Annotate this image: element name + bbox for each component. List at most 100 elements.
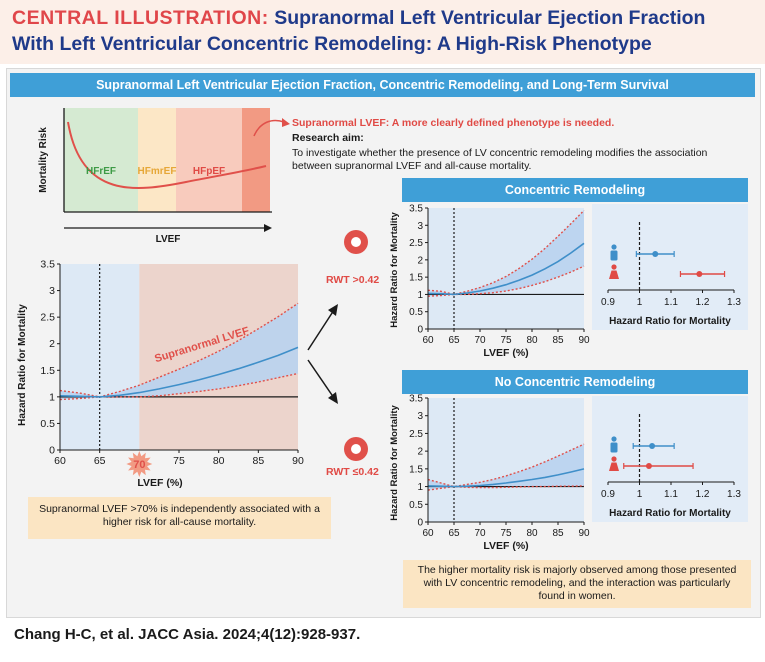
header-title-part1: Supranormal Left Ventricular Ejection Fr… (274, 7, 706, 29)
rwt-low-label: RWT ≤0.42 (326, 466, 379, 478)
concentric-forest-xtick-label: 1.1 (664, 297, 678, 308)
research-aim-line1: To investigate whether the presence of L… (292, 147, 708, 159)
no-concentric-ytick-label: 3.5 (409, 394, 423, 405)
no-concentric-hr-line (427, 468, 585, 488)
no-concentric-ytick-label: 3 (417, 411, 423, 422)
zone-label-hfpef: HFpEF (193, 166, 225, 177)
concentric-ytick-label: 2 (417, 255, 423, 266)
no-concentric-ytick-label: 0.5 (409, 500, 423, 511)
concentric-ytick-label: 0 (417, 325, 423, 336)
header-keyword: CENTRAL ILLUSTRATION: (12, 7, 269, 29)
no-concentric-xtick-label: 80 (526, 528, 538, 539)
concentric-ytick-label: 1.5 (409, 273, 423, 284)
concentric-xtick-label: 75 (500, 335, 512, 346)
no-concentric-upper-ci-line (427, 443, 585, 488)
no-concentric-xtick-label: 85 (552, 528, 564, 539)
no-concentric-forest-xtick-label: 1.1 (664, 489, 678, 500)
main-note: Supranormal LVEF >70% is independently a… (28, 497, 331, 539)
main-ytick-label: 0 (49, 445, 55, 457)
no-concentric-forest-xtick-label: 1.2 (696, 489, 710, 500)
zone-label-hfmref: HFmrEF (138, 166, 177, 177)
bottom-note-line1: The higher mortality risk is majorly obs… (417, 564, 737, 576)
main-ytick-label: 0.5 (40, 418, 55, 430)
rwt-high-ring-icon (344, 230, 368, 254)
concentric-forest-male-icon (610, 244, 618, 261)
concentric-ci-band (428, 210, 584, 297)
no-concentric-forest-point-men (649, 443, 656, 449)
no-concentric-ytick-label: 1 (417, 482, 423, 493)
concentric-forest-xtick-label: 0.9 (601, 297, 615, 308)
main-note-line1: Supranormal LVEF >70% is independently a… (39, 503, 320, 515)
concentric-ytick-label: 1 (417, 290, 423, 301)
concentric-forest-xlabel: Hazard Ratio for Mortality (609, 316, 731, 327)
lvef-arrow-head (264, 224, 272, 232)
header-title-line2: With Left Ventricular Concentric Remodel… (12, 33, 652, 55)
concentric-xtick-label: 90 (578, 335, 590, 346)
main-ytick-label: 3 (49, 285, 55, 297)
no-concentric-ylabel: Hazard Ratio for Mortality (389, 404, 400, 520)
concentric-forest-point-men (652, 251, 659, 257)
main-xtick-label: 60 (54, 455, 66, 467)
no-concentric-ytick-label: 0 (417, 518, 423, 529)
main-ytick-label: 3.5 (40, 259, 55, 271)
bottom-note: The higher mortality risk is majorly obs… (403, 560, 751, 608)
bottom-note-line2: with LV concentric remodeling, and the i… (423, 577, 731, 589)
concentric-ytick-label: 0.5 (409, 307, 423, 318)
research-headline: Supranormal LVEF: A more clearly defined… (292, 117, 615, 129)
concentric-hr-line (427, 242, 585, 296)
concentric-xtick-label: 65 (448, 335, 460, 346)
rwt-high-label: RWT >0.42 (326, 274, 380, 286)
main-xtick-label: 75 (173, 455, 185, 467)
main-ylabel: Hazard Ratio for Mortality (17, 304, 28, 426)
panel-no-concentric-title: No Concentric Remodeling (402, 370, 748, 394)
no-concentric-forest-plot: Hazard Ratio for Mortality 0.9 1 1.1 1.2 1.3 (592, 396, 748, 522)
zone-label-hfref: HFrEF (86, 166, 116, 177)
concentric-xlabel: LVEF (%) (483, 347, 528, 359)
main-xtick-label: 85 (252, 455, 264, 467)
header: CENTRAL ILLUSTRATION: Supranormal Left V… (0, 0, 765, 64)
research-aim-line2: between supranormal LVEF and all-cause m… (292, 160, 532, 172)
concentric-hazard-chart: Hazard Ratio for Mortality LVEF (%) 0 0.5… (389, 204, 590, 360)
concentric-ytick-label: 3.5 (409, 204, 423, 215)
concentric-forest-xtick-label: 1.3 (727, 297, 741, 308)
no-concentric-forest-xtick-label: 1.3 (727, 489, 741, 500)
citation: Chang H-C, et al. JACC Asia. 2024;4(12):… (14, 626, 361, 643)
concentric-ytick-label: 3 (417, 221, 423, 232)
main-xtick-label: 80 (213, 455, 225, 467)
header-title-line1: CENTRAL ILLUSTRATION: Supranormal Left V… (12, 6, 705, 30)
zone-hfmref (138, 108, 176, 212)
no-concentric-forest-female-icon (609, 456, 619, 471)
no-concentric-ci-band (428, 444, 584, 491)
no-concentric-forest-xtick-label: 0.9 (601, 489, 615, 500)
concentric-lower-ci-line (427, 265, 585, 297)
concentric-xtick-label: 85 (552, 335, 564, 346)
no-concentric-ytick-label: 2 (417, 447, 423, 458)
main-note-line2: higher risk for all-cause mortality. (102, 516, 257, 528)
main-ytick-label: 1.5 (40, 365, 55, 377)
no-concentric-xtick-label: 75 (500, 528, 512, 539)
no-concentric-xtick-label: 60 (422, 528, 434, 539)
no-concentric-xlabel: LVEF (%) (483, 540, 528, 552)
main-ytick-label: 1 (49, 391, 55, 403)
no-concentric-xtick-label: 70 (474, 528, 486, 539)
panel-concentric-title: Concentric Remodeling (402, 178, 748, 202)
concentric-forest-point-women (696, 271, 703, 277)
pointer-arrow (253, 118, 290, 137)
no-concentric-hazard-chart: Hazard Ratio for Mortality LVEF (%) 0 0.5… (389, 394, 590, 553)
concentric-xtick-label: 60 (422, 335, 434, 346)
concentric-xtick-label: 70 (474, 335, 486, 346)
starburst-70-icon (126, 451, 153, 477)
no-concentric-forest-point-women (645, 463, 652, 469)
main-xtick-70-label: 70 (133, 459, 145, 471)
main-xlabel: LVEF (%) (137, 477, 182, 489)
no-concentric-ytick-label: 1.5 (409, 464, 423, 475)
concentric-forest-female-icon (609, 264, 619, 279)
rwt-low-ring-icon (344, 437, 368, 461)
schematic-chart: HFrEF HFmrEF HFpEF Mortality Risk LVEF (38, 108, 272, 244)
concentric-forest-xtick-label: 1 (637, 297, 643, 308)
concentric-upper-ci-line (427, 209, 585, 296)
main-xtick-label: 90 (292, 455, 304, 467)
research-aim-label: Research aim: (292, 132, 364, 144)
no-concentric-forest-xlabel: Hazard Ratio for Mortality (609, 508, 731, 519)
concentric-ylabel: Hazard Ratio for Mortality (389, 211, 400, 327)
